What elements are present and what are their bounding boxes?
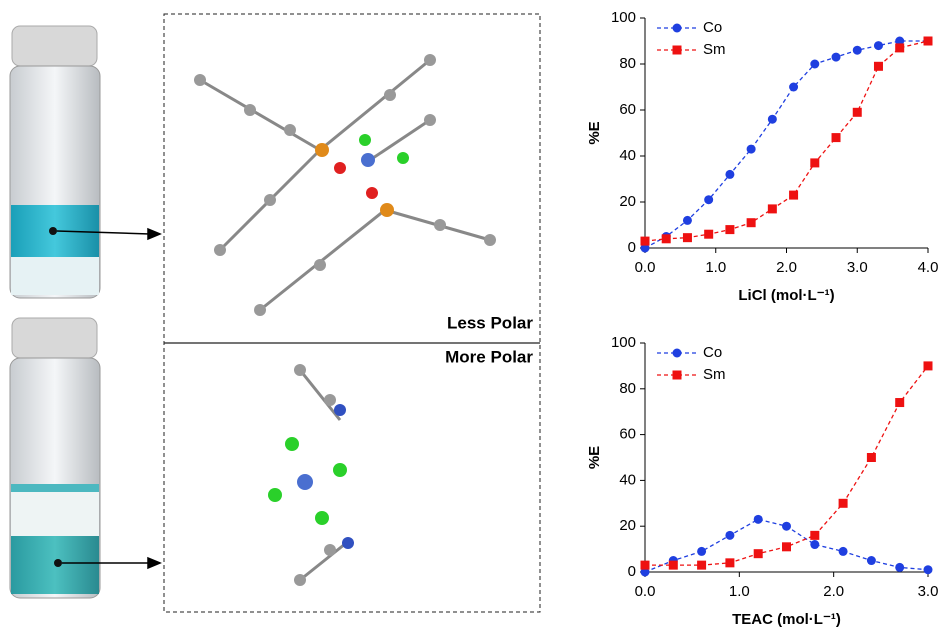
marker — [753, 514, 763, 524]
marker — [810, 158, 820, 168]
marker — [789, 190, 799, 200]
marker — [725, 530, 735, 540]
marker — [661, 234, 671, 244]
marker — [682, 233, 692, 243]
x-tick-label: 3.0 — [847, 259, 868, 276]
marker — [767, 204, 777, 214]
marker — [725, 225, 735, 235]
marker — [697, 546, 707, 556]
legend-label: Co — [703, 19, 722, 36]
marker — [704, 195, 714, 205]
legend-marker — [672, 370, 682, 380]
marker — [838, 498, 848, 508]
y-tick-label: 20 — [619, 193, 636, 210]
marker — [810, 540, 820, 550]
marker — [852, 45, 862, 55]
y-tick-label: 0 — [628, 239, 636, 256]
marker — [866, 453, 876, 462]
marker — [831, 133, 841, 143]
marker — [923, 361, 933, 371]
legend-marker — [672, 23, 682, 33]
marker — [640, 560, 650, 570]
marker — [746, 218, 756, 228]
vial-bottom — [9, 317, 101, 599]
marker — [782, 542, 791, 552]
marker — [831, 52, 841, 62]
marker — [704, 229, 714, 239]
panel-label: Less Polar — [447, 313, 533, 332]
marker — [895, 43, 905, 53]
marker — [640, 243, 650, 253]
molecule-panel — [163, 13, 541, 613]
x-tick-label: 1.0 — [705, 259, 726, 276]
y-axis-label: %E — [586, 121, 603, 144]
y-tick-label: 20 — [619, 517, 636, 534]
y-tick-label: 100 — [611, 9, 636, 26]
marker — [668, 560, 678, 570]
marker — [866, 556, 876, 566]
vial-top — [9, 25, 101, 299]
marker — [725, 558, 735, 568]
arrows — [56, 227, 162, 570]
x-tick-label: 2.0 — [776, 259, 797, 276]
y-axis-label: %E — [586, 446, 603, 469]
marker — [923, 565, 933, 575]
y-tick-label: 80 — [619, 380, 636, 397]
series-line — [645, 365, 929, 566]
marker — [682, 215, 692, 225]
legend-marker — [672, 45, 682, 55]
legend-label: Co — [703, 344, 722, 361]
marker — [697, 560, 707, 570]
x-tick-label: 3.0 — [918, 583, 939, 600]
marker — [753, 549, 763, 559]
y-tick-label: 0 — [628, 563, 636, 580]
x-tick-label: 1.0 — [729, 583, 750, 600]
marker — [923, 36, 933, 46]
marker — [852, 107, 862, 117]
marker — [782, 521, 791, 531]
marker — [895, 398, 905, 408]
panel-label: More Polar — [445, 347, 533, 366]
series-line — [644, 40, 929, 242]
legend-label: Sm — [703, 41, 726, 58]
x-tick-label: 2.0 — [823, 583, 844, 600]
marker — [810, 59, 820, 69]
y-tick-label: 60 — [619, 101, 636, 118]
marker — [873, 61, 883, 71]
marker — [789, 82, 799, 92]
marker — [895, 36, 905, 46]
marker — [640, 236, 650, 246]
x-tick-label: 0.0 — [635, 583, 656, 600]
x-axis-label: TEAC (mol·L⁻¹) — [732, 611, 841, 628]
marker — [895, 562, 905, 572]
marker — [746, 144, 756, 154]
y-tick-label: 40 — [619, 471, 636, 488]
y-tick-label: 60 — [619, 426, 636, 443]
y-tick-label: 40 — [619, 147, 636, 164]
marker — [873, 41, 883, 51]
y-tick-label: 100 — [611, 334, 636, 351]
y-tick-label: 80 — [619, 55, 636, 72]
marker — [838, 546, 848, 556]
x-tick-label: 0.0 — [635, 259, 656, 276]
marker — [640, 567, 650, 577]
x-axis-label: LiCl (mol·L⁻¹) — [738, 287, 834, 304]
marker — [767, 114, 777, 124]
legend-label: Sm — [703, 366, 726, 383]
marker — [810, 530, 820, 540]
x-tick-label: 4.0 — [918, 259, 939, 276]
legend-marker — [672, 348, 682, 358]
marker — [725, 169, 735, 179]
